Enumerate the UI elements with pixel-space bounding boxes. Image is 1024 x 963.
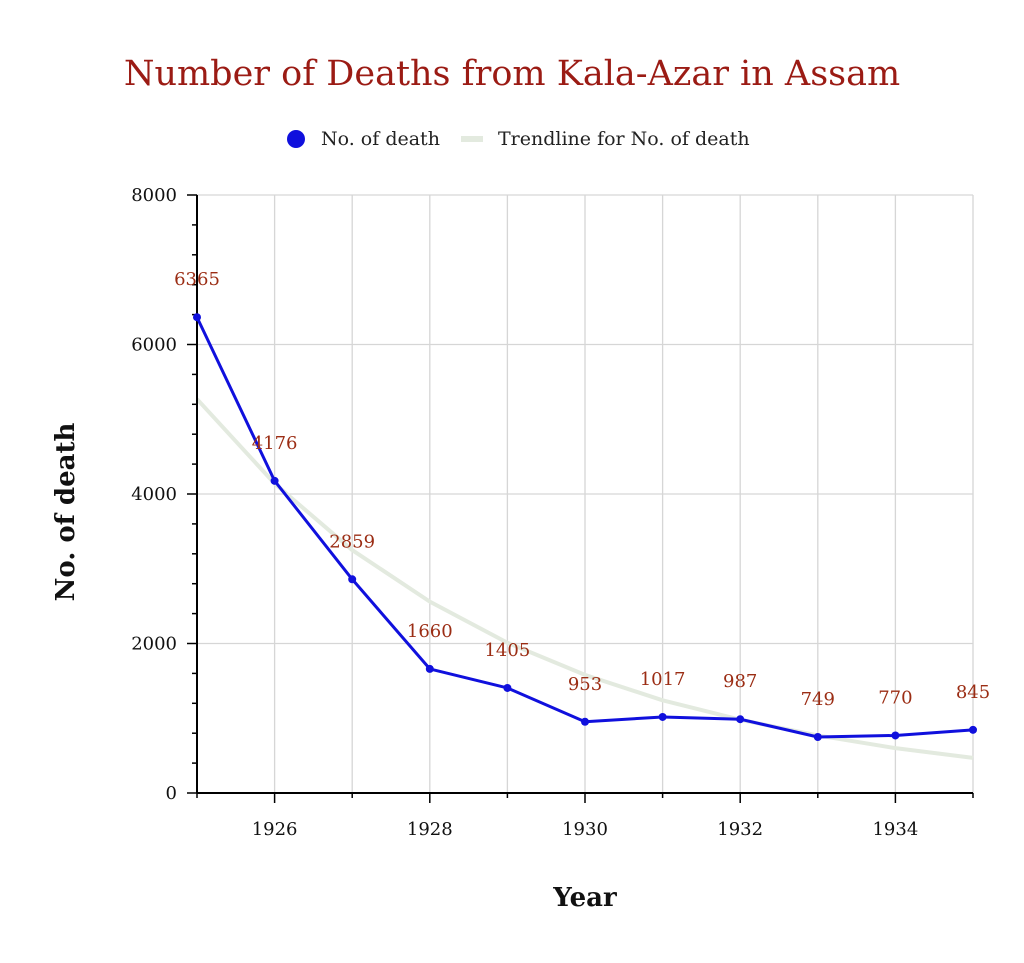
legend-label-trendline: Trendline for No. of death: [498, 128, 750, 150]
y-tick-label: 8000: [131, 185, 177, 206]
series-layer: [193, 313, 977, 742]
axes: 0 2000 4000 6000 8000 1926 1928 1930 1932 1934: [131, 185, 974, 840]
legend-item-series[interactable]: No. of death: [287, 128, 440, 150]
y-tick-label: 4000: [131, 484, 177, 505]
data-label: 1660: [407, 621, 453, 642]
trendline-layer: [195, 397, 974, 760]
data-label: 1017: [640, 669, 686, 690]
data-point[interactable]: [193, 313, 201, 322]
legend-marker-series: [287, 130, 305, 148]
legend-item-trendline[interactable]: Trendline for No. of death: [461, 128, 750, 150]
legend-label-series: No. of death: [321, 128, 440, 150]
trendline: [195, 397, 974, 760]
chart-title: Number of Deaths from Kala-Azar in Assam: [124, 54, 900, 94]
y-tick-label: 6000: [131, 335, 177, 356]
data-point[interactable]: [891, 731, 900, 740]
y-tick-label: 0: [166, 783, 177, 804]
data-label: 953: [568, 674, 602, 695]
data-point[interactable]: [736, 715, 745, 724]
y-axis-title: No. of death: [51, 423, 81, 602]
x-tick-label: 1932: [717, 819, 763, 840]
gridlines: [197, 194, 974, 793]
data-label: 2859: [329, 531, 375, 552]
legend: No. of death Trendline for No. of death: [287, 128, 750, 150]
data-point[interactable]: [658, 712, 667, 721]
data-label: 4176: [252, 433, 298, 454]
x-tick-label: 1928: [407, 819, 453, 840]
x-tick-label: 1926: [252, 819, 298, 840]
data-point[interactable]: [270, 476, 279, 485]
data-label: 6365: [174, 269, 220, 290]
data-label: 1405: [484, 640, 530, 661]
data-label: 770: [878, 687, 912, 708]
x-axis-title: Year: [552, 883, 617, 913]
data-label: 845: [956, 682, 990, 703]
data-point[interactable]: [813, 733, 822, 742]
x-tick-label: 1934: [872, 819, 918, 840]
data-point[interactable]: [503, 683, 512, 692]
data-point[interactable]: [969, 725, 977, 734]
data-label: 987: [723, 671, 757, 692]
y-tick-label: 2000: [131, 634, 177, 655]
data-point[interactable]: [581, 717, 589, 726]
data-point[interactable]: [348, 575, 357, 584]
data-labels: 6365 4176 2859 1660 1405 953 1017 987 749 770 845: [174, 269, 990, 710]
data-label: 749: [801, 689, 835, 710]
data-point[interactable]: [425, 664, 434, 673]
x-tick-label: 1930: [562, 819, 608, 840]
